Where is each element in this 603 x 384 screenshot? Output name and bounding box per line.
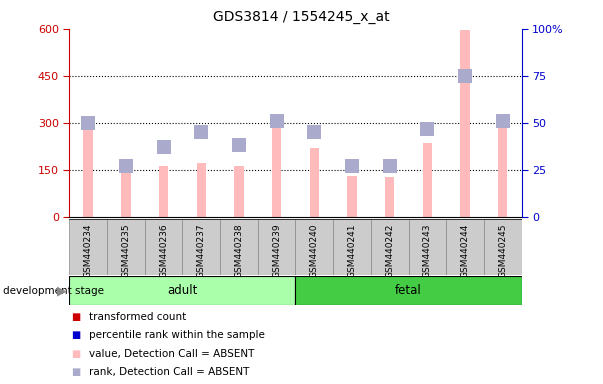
Text: ■: ■ [71, 349, 80, 359]
Text: GSM440243: GSM440243 [423, 223, 432, 278]
Point [83, 120, 93, 126]
Text: adult: adult [167, 285, 198, 297]
Bar [385, 177, 394, 217]
Bar [484, 219, 522, 275]
Point [159, 144, 168, 151]
Text: transformed count: transformed count [89, 312, 186, 322]
Bar [121, 173, 131, 217]
Bar [182, 219, 220, 275]
Bar [258, 219, 295, 275]
Bar [409, 219, 446, 275]
Point [498, 118, 508, 124]
Text: GSM440235: GSM440235 [121, 223, 130, 278]
Text: GSM440245: GSM440245 [498, 223, 507, 278]
Text: GSM440238: GSM440238 [235, 223, 244, 278]
Bar [107, 219, 145, 275]
Bar [423, 143, 432, 217]
Bar [460, 30, 470, 217]
Point [385, 163, 394, 169]
Bar [272, 121, 282, 217]
Point [309, 129, 319, 136]
Text: development stage: development stage [3, 286, 104, 296]
Text: percentile rank within the sample: percentile rank within the sample [89, 330, 265, 340]
Bar [220, 219, 258, 275]
Bar [69, 276, 295, 305]
Text: GDS3814 / 1554245_x_at: GDS3814 / 1554245_x_at [213, 10, 390, 23]
Point [272, 118, 282, 124]
Point [121, 163, 131, 169]
Bar [295, 276, 522, 305]
Bar [234, 166, 244, 217]
Text: GSM440237: GSM440237 [197, 223, 206, 278]
Bar [498, 118, 508, 217]
Point [460, 73, 470, 79]
Bar [309, 148, 319, 217]
Point [234, 142, 244, 149]
Text: GSM440234: GSM440234 [84, 223, 93, 278]
Text: GSM440241: GSM440241 [347, 223, 356, 278]
Text: GSM440236: GSM440236 [159, 223, 168, 278]
Bar [446, 219, 484, 275]
Text: ■: ■ [71, 330, 80, 340]
Text: rank, Detection Call = ABSENT: rank, Detection Call = ABSENT [89, 367, 250, 377]
Text: ▶: ▶ [57, 285, 66, 297]
Bar [197, 163, 206, 217]
Text: ■: ■ [71, 367, 80, 377]
Text: fetal: fetal [395, 285, 422, 297]
Text: GSM440242: GSM440242 [385, 223, 394, 278]
Bar [347, 176, 357, 217]
Point [347, 163, 357, 169]
Bar [83, 123, 93, 217]
Bar [333, 219, 371, 275]
Point [197, 129, 206, 136]
Text: value, Detection Call = ABSENT: value, Detection Call = ABSENT [89, 349, 254, 359]
Text: GSM440239: GSM440239 [272, 223, 281, 278]
Text: ■: ■ [71, 312, 80, 322]
Bar [145, 219, 182, 275]
Bar [69, 219, 107, 275]
Text: GSM440244: GSM440244 [461, 223, 470, 278]
Text: GSM440240: GSM440240 [310, 223, 319, 278]
Point [423, 126, 432, 132]
Bar [295, 219, 333, 275]
Bar [371, 219, 409, 275]
Bar [159, 166, 168, 217]
